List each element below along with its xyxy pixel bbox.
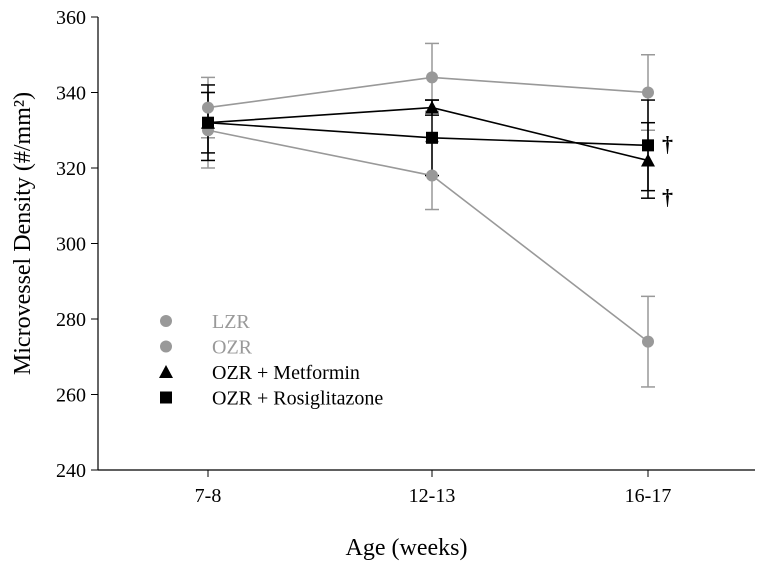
data-point xyxy=(641,153,655,167)
x-tick-label: 7-8 xyxy=(195,485,222,507)
y-tick-label: 360 xyxy=(56,7,86,29)
series-line-1 xyxy=(207,129,649,343)
legend-marker xyxy=(160,391,172,404)
legend-marker xyxy=(160,340,172,353)
data-point xyxy=(426,71,438,84)
data-point xyxy=(202,101,214,114)
data-point xyxy=(642,86,654,99)
series-line-0 xyxy=(207,76,649,109)
y-tick-label: 320 xyxy=(56,158,86,180)
x-tick-label: 12-13 xyxy=(409,485,456,507)
legend-label: LZR xyxy=(212,311,250,333)
data-point xyxy=(425,100,439,114)
legend-label: OZR + Metformin xyxy=(212,362,360,384)
legend-marker xyxy=(160,315,172,327)
dagger-annotation: † xyxy=(662,131,673,156)
y-tick-label: 340 xyxy=(56,83,86,105)
y-tick-label: 280 xyxy=(56,309,86,331)
x-tick-label: 16-17 xyxy=(625,485,672,507)
data-point xyxy=(202,116,214,129)
y-axis-label: Microvessel Density (#/mm²) xyxy=(10,92,36,375)
legend-label: OZR + Rosiglitazone xyxy=(212,388,383,410)
legend-label: OZR xyxy=(212,337,253,359)
y-tick-label: 260 xyxy=(56,385,86,407)
data-point xyxy=(426,169,438,182)
data-point xyxy=(426,131,438,144)
x-axis-label: Age (weeks) xyxy=(346,535,468,561)
dagger-annotation: † xyxy=(662,184,673,209)
legend-marker xyxy=(159,365,173,378)
y-tick-label: 300 xyxy=(56,234,86,256)
data-point xyxy=(642,139,654,152)
y-tick-label: 240 xyxy=(56,460,86,482)
data-point xyxy=(642,335,654,348)
